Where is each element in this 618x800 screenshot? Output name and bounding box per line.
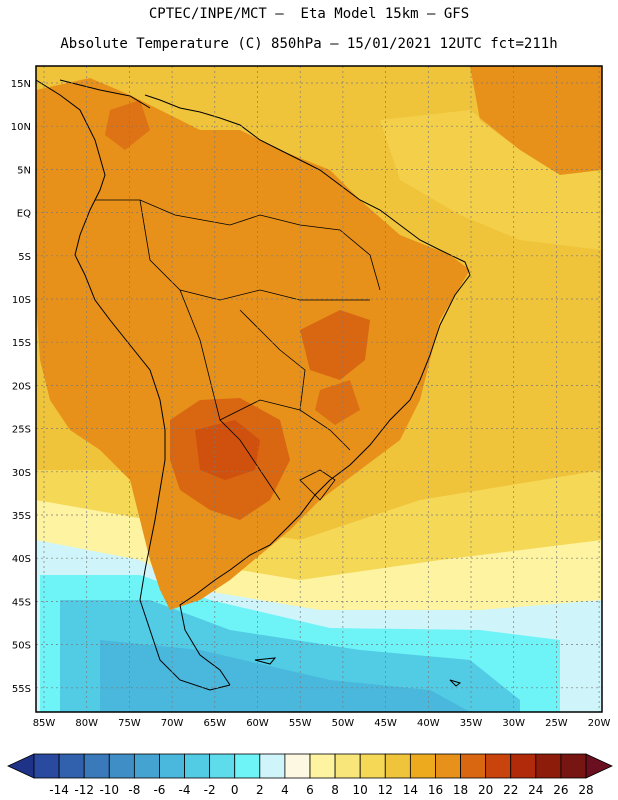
colorbar-cell	[159, 753, 185, 779]
lon-label: 80W	[75, 718, 98, 729]
colorbar-arrow-right	[585, 753, 613, 779]
lon-label: 85W	[33, 718, 56, 729]
colorbar-cell	[560, 753, 587, 779]
colorbar-cell	[58, 753, 85, 779]
colorbar-cell	[259, 753, 286, 779]
colorbar-tick-label: 20	[478, 783, 493, 797]
colorbar-cell	[535, 753, 562, 779]
colorbar-cell	[184, 753, 211, 779]
colorbar-tick-label: 26	[553, 783, 568, 797]
colorbar-cell	[108, 753, 135, 779]
hot-core-north	[105, 100, 150, 150]
lat-label: 10S	[12, 295, 31, 306]
colorbar-tick-label: 22	[503, 783, 518, 797]
colorbar-cell	[209, 753, 236, 779]
colorbar-cell	[334, 753, 361, 779]
colorbar-arrow-left	[7, 753, 35, 779]
colorbar-tick-label: -14	[49, 783, 69, 797]
south-coldest-zone	[100, 640, 470, 712]
hottest-core	[195, 420, 260, 480]
title-line-1: CPTEC/INPE/MCT – Eta Model 15km – GFS	[148, 6, 470, 22]
lon-label: 45W	[374, 718, 397, 729]
lat-label: 5S	[18, 252, 31, 263]
colorbar-cell	[234, 753, 261, 779]
lon-label: 20W	[588, 718, 611, 729]
lat-label: 55S	[12, 684, 31, 695]
colorbar-tick-label: -4	[179, 783, 191, 797]
colorbar-tick-label: 14	[403, 783, 418, 797]
colorbar-tick-label: -12	[74, 783, 94, 797]
lat-lon-grid	[36, 66, 602, 712]
colorbar-tick-label: -2	[204, 783, 216, 797]
colorbar-cell	[133, 753, 160, 779]
lat-label: 25S	[12, 425, 31, 436]
colorbar-cells	[33, 753, 587, 779]
lat-label: 40S	[12, 554, 31, 565]
lat-label: 35S	[12, 511, 31, 522]
country-borders	[95, 199, 381, 501]
colorbar-tick-label: -8	[128, 783, 140, 797]
lon-label: 50W	[332, 718, 355, 729]
latitude-labels: 15N 10N 5N EQ 5S 10S 15S 20S 25S 30S 35S 40S 45S 50S 5…	[11, 79, 31, 695]
lat-label: 20S	[12, 381, 31, 392]
colorbar-tick-label: 8	[331, 783, 339, 797]
colorbar-cell	[33, 753, 60, 779]
lat-label: 50S	[12, 641, 31, 652]
colorbar-tick-label: 0	[231, 783, 239, 797]
colorbar-tick-label: -10	[99, 783, 119, 797]
colorbar-cell	[435, 753, 461, 779]
coastlines	[36, 79, 471, 691]
lat-label: 30S	[12, 468, 31, 479]
lat-label: 10N	[11, 122, 31, 133]
colorbar-tick-labels: -14 -12 -10 -8 -6 -4 -2 0 2 4 6 8 10 12 14 16 18 20 22 24 26…	[49, 783, 593, 797]
colorbar-cell	[485, 753, 512, 779]
lat-label: 15S	[12, 338, 31, 349]
atlantic-mild-band	[380, 110, 602, 250]
colorbar-tick-label: -6	[153, 783, 165, 797]
map-field	[36, 66, 602, 712]
lat-label: EQ	[17, 209, 31, 220]
lon-label: 55W	[289, 718, 312, 729]
colorbar-tick-label: 16	[428, 783, 443, 797]
hot-core-se-brazil	[315, 380, 360, 425]
lon-label: 60W	[246, 718, 269, 729]
atlantic-warm-patch	[470, 66, 602, 175]
continent-hot-zone	[36, 78, 470, 610]
colorbar-tick-label: 6	[306, 783, 314, 797]
lat-label: 45S	[12, 597, 31, 608]
colorbar-tick-label: 18	[453, 783, 468, 797]
colorbar-tick-label: 2	[256, 783, 264, 797]
lon-label: 65W	[203, 718, 226, 729]
lon-label: 40W	[417, 718, 440, 729]
lon-label: 75W	[118, 718, 141, 729]
lat-label: 15N	[11, 79, 31, 90]
title-line-2: Absolute Temperature (C) 850hPa – 15/01/…	[60, 36, 558, 52]
lon-label: 25W	[545, 718, 568, 729]
lat-label: 5N	[17, 165, 31, 176]
lon-label: 35W	[460, 718, 483, 729]
colorbar-tick-label: 10	[353, 783, 368, 797]
colorbar-cell	[83, 753, 110, 779]
colorbar: -14 -12 -10 -8 -6 -4 -2 0 2 4 6 8 10 12 14 16 18 20 22 24 26…	[7, 753, 613, 797]
lon-label: 30W	[502, 718, 525, 729]
lon-label: 70W	[161, 718, 184, 729]
colorbar-tick-label: 24	[528, 783, 543, 797]
colorbar-cell	[359, 753, 386, 779]
colorbar-tick-label: 12	[378, 783, 393, 797]
colorbar-cell	[384, 753, 411, 779]
colorbar-tick-label: 4	[281, 783, 289, 797]
colorbar-cell	[510, 753, 537, 779]
colorbar-tick-label: 28	[578, 783, 593, 797]
colorbar-cell	[309, 753, 336, 779]
colorbar-cell	[284, 753, 311, 779]
longitude-labels: 85W 80W 75W 70W 65W 60W 55W 50W 45W 40W 35W 30W 25W 2…	[33, 718, 611, 729]
colorbar-cell	[409, 753, 436, 779]
colorbar-cell	[460, 753, 487, 779]
hot-core-brazil	[300, 310, 370, 380]
map-frame	[35, 65, 603, 713]
